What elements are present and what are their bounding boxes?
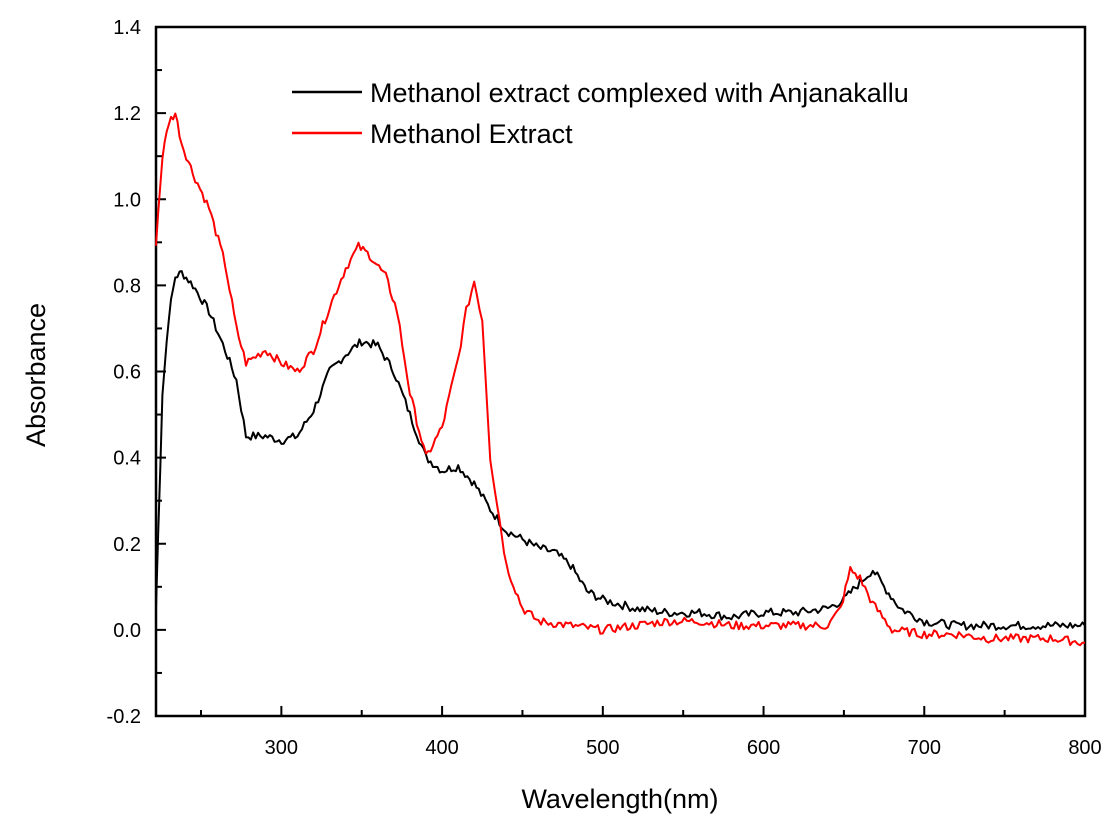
x-tick-label: 700 [908,737,941,759]
y-tick-label: 1.0 [113,189,141,211]
legend: Methanol extract complexed with Anjanaka… [292,78,909,149]
x-tick-label: 300 [265,737,298,759]
y-tick-label: 0.4 [113,448,141,470]
y-tick-label: 0.0 [113,620,141,642]
series-line-2 [155,112,1086,647]
y-axis-title: Absorbance [21,303,51,447]
x-tick-label: 400 [425,737,458,759]
y-tick-label: 0.6 [113,362,141,384]
y-tick-label: -0.2 [107,706,141,728]
legend-label-2: Methanol Extract [370,119,573,149]
y-tick-label: 0.2 [113,534,141,556]
legend-label-1: Methanol extract complexed with Anjanaka… [370,78,909,108]
x-tick-label: 500 [586,737,619,759]
y-tick-label: 0.8 [113,275,141,297]
x-axis-title: Wavelength(nm) [521,784,718,814]
x-tick-label: 800 [1068,737,1101,759]
series-line-1 [155,270,1086,631]
x-tick-label: 600 [747,737,780,759]
series-lines [155,112,1086,647]
axis-ticks: 300 400 500 600 700 800 -0.2 0.0 0.2 0.4 0.6 0.8 1.0… [107,17,1102,759]
y-tick-label: 1.4 [113,17,141,39]
y-tick-label: 1.2 [113,103,141,125]
